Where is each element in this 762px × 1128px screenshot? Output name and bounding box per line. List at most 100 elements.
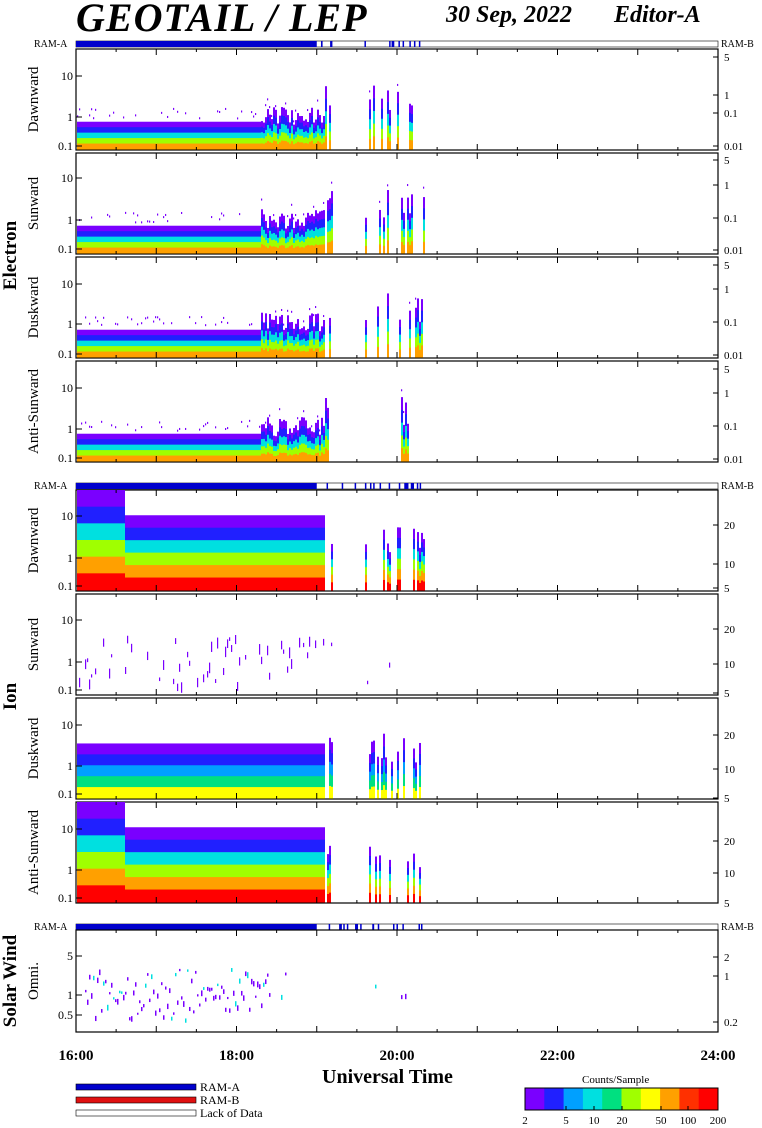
spectrogram-cell [211, 329, 213, 336]
spectrogram-cell [323, 201, 325, 204]
spectrogram-cell [247, 425, 249, 428]
spectrogram-cell [323, 218, 325, 228]
spectrogram-cell [95, 242, 97, 249]
spectrogram-cell [149, 138, 151, 145]
spectrogram-cell [161, 515, 163, 529]
spectrogram-cell [313, 743, 315, 755]
spectrogram-cell [121, 573, 123, 591]
spectrogram-cell [155, 236, 157, 243]
spectrogram-cell [157, 236, 159, 243]
spectrogram-cell [79, 754, 81, 766]
spectrogram-cell [235, 450, 237, 457]
spectrogram-cell [255, 565, 257, 579]
spectrogram-cell [97, 439, 99, 446]
spectrogram-cell [137, 743, 139, 755]
spectrogram-cell [263, 143, 265, 150]
spectrogram-cell [233, 236, 235, 243]
spectrogram-cell [385, 757, 387, 767]
spectrogram-cell [245, 340, 247, 347]
spectrogram-cell [213, 231, 215, 238]
spectrogram-cell [113, 868, 115, 886]
spectrogram-cell [281, 314, 283, 324]
spectrogram-cell [301, 776, 303, 788]
spectrogram-cell [197, 765, 199, 777]
spectrogram-cell [287, 455, 289, 462]
spectrogram-cell [255, 540, 257, 554]
spectrogram-cell [145, 839, 147, 853]
spectrogram-cell [111, 506, 113, 524]
spectrogram-cell [331, 543, 333, 553]
spectrogram-cell [79, 573, 81, 591]
spectrogram-cell [95, 143, 97, 150]
spectrogram-cell [145, 317, 147, 320]
spectrogram-cell [397, 91, 399, 104]
spectrogram-cell [179, 663, 181, 672]
spectrogram-cell [83, 127, 85, 134]
spectrogram-cell [225, 346, 227, 353]
spectrogram-cell [103, 444, 105, 451]
spectrogram-cell [127, 329, 129, 336]
spectrogram-cell [97, 540, 99, 558]
spectrogram-cell [147, 138, 149, 145]
spectrogram-cell [117, 444, 119, 451]
spectrogram-cell [227, 765, 229, 777]
spectrogram-cell [373, 752, 375, 765]
spectrogram-cell [215, 143, 217, 150]
spectrogram-cell [109, 143, 111, 150]
spectrogram-cell [251, 236, 253, 243]
spectrogram-cell [271, 446, 273, 455]
spectrogram-cell [297, 515, 299, 529]
spectrogram-cell [295, 552, 297, 566]
spectrogram-cell [131, 643, 133, 653]
spectrogram-cell [403, 220, 405, 230]
spectrogram-cell [181, 540, 183, 554]
spectrogram-cell [305, 787, 307, 799]
spectrogram-cell [91, 802, 93, 820]
spectrogram-cell [325, 410, 327, 424]
spectrogram-cell [271, 765, 273, 777]
spectrogram-cell [387, 574, 389, 583]
spectrogram-cell [107, 247, 109, 254]
spectrogram-cell [369, 119, 371, 130]
spectrogram-cell [271, 220, 273, 228]
spectrogram-cell [123, 116, 125, 119]
spectrogram-cell [295, 787, 297, 799]
spectrogram-cell [103, 573, 105, 591]
spectrogram-cell [219, 765, 221, 777]
spectrogram-cell [269, 515, 271, 529]
spectrogram-cell [201, 565, 203, 579]
spectrogram-cell [411, 229, 413, 242]
spectrogram-cell [111, 132, 113, 139]
spectrogram-cell [83, 765, 85, 777]
spectrogram-cell [221, 346, 223, 353]
spectrogram-cell [225, 231, 227, 238]
spectrogram-cell [173, 247, 175, 254]
spectrogram-cell [317, 339, 319, 349]
spectrogram-cell [77, 340, 79, 347]
spectrogram-cell [311, 577, 313, 591]
spectrogram-cell [215, 351, 217, 358]
spectrogram-cell [223, 667, 225, 676]
spectrogram-cell [177, 743, 179, 755]
spectrogram-cell [261, 226, 263, 237]
spectrogram-cell [319, 211, 321, 221]
spectrogram-cell [251, 225, 253, 232]
spectrogram-cell [109, 776, 111, 788]
spectrogram-cell [223, 450, 225, 457]
spectrogram-cell [201, 225, 203, 232]
y-tick-label: 10 [61, 69, 73, 83]
spectrogram-cell [193, 743, 195, 755]
spectrogram-cell [261, 431, 263, 440]
spectrogram-cell [205, 754, 207, 766]
spectrogram-cell [175, 127, 177, 134]
spectrogram-cell [129, 138, 131, 145]
spectrogram-cell [207, 444, 209, 451]
spectrogram-cell [77, 455, 79, 462]
spectrogram-cell [275, 577, 277, 591]
spectrogram-cell [245, 515, 247, 529]
spectrogram-cell [187, 138, 189, 145]
spectrogram-cell [291, 577, 293, 591]
spectrogram-cell [289, 343, 291, 351]
spectrogram-cell [85, 225, 87, 232]
spectrogram-cell [95, 668, 97, 675]
